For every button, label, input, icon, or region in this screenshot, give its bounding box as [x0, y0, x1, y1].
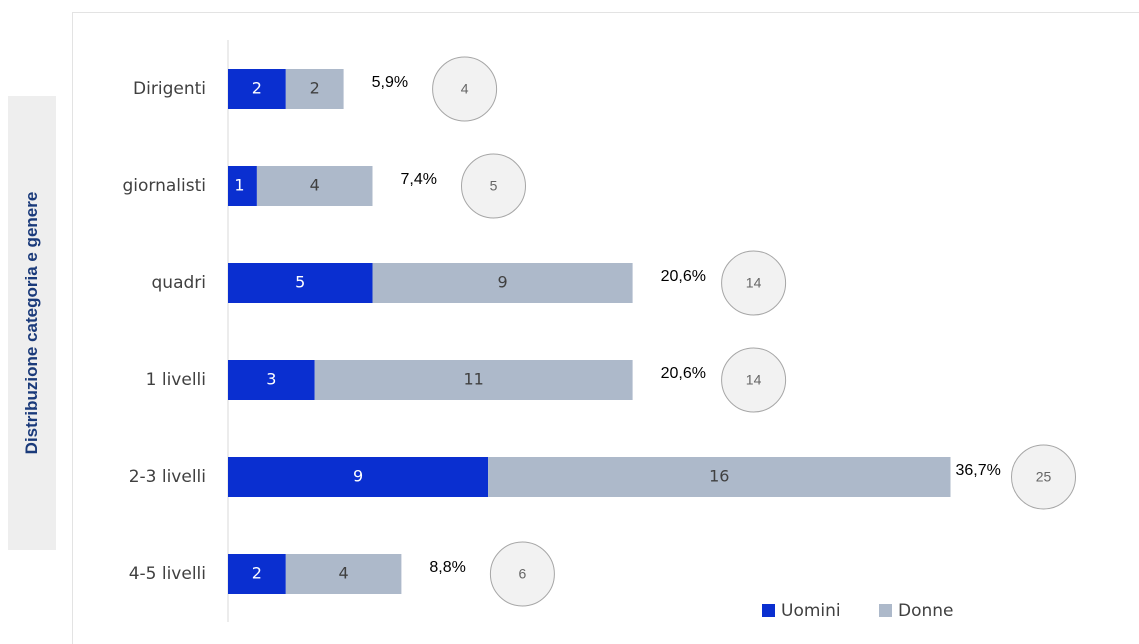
category-label: 4-5 livelli	[129, 564, 206, 584]
bar-uomini	[228, 263, 373, 303]
percent-label: 20,6%	[661, 365, 706, 382]
total-circle	[461, 153, 526, 219]
total-label: 4	[461, 81, 469, 97]
bar-donne	[285, 554, 402, 594]
category-label: 2-3 livelli	[129, 467, 206, 487]
bar-uomini	[228, 554, 286, 594]
bar-uomini	[228, 457, 489, 497]
bar-uomini-value: 3	[266, 370, 276, 389]
legend-label-donne: Donne	[898, 601, 954, 621]
total-label: 14	[746, 372, 762, 388]
percent-label: 8,8%	[429, 559, 465, 576]
total-label: 6	[519, 566, 527, 582]
bar-uomini-value: 1	[234, 176, 244, 195]
bar-donne	[314, 360, 633, 400]
total-circle	[432, 56, 498, 122]
bar-uomini	[228, 360, 315, 400]
percent-label: 36,7%	[956, 462, 1001, 479]
legend-label-uomini: Uomini	[781, 601, 841, 621]
bar-donne-value: 4	[310, 176, 320, 195]
bar-donne-value: 16	[709, 467, 729, 486]
total-label: 25	[1036, 469, 1052, 485]
bar-uomini-value: 5	[295, 273, 305, 292]
chart-frame	[72, 12, 1139, 644]
category-label: 1 livelli	[146, 370, 206, 390]
total-circle	[489, 541, 555, 607]
bar-donne	[372, 263, 633, 303]
bar-uomini-value: 2	[252, 564, 262, 583]
side-label-panel	[8, 96, 56, 550]
total-label: 5	[490, 178, 498, 194]
category-label: Dirigenti	[133, 79, 206, 99]
percent-label: 7,4%	[401, 171, 437, 188]
total-circle	[721, 250, 787, 316]
percent-label: 20,6%	[661, 268, 706, 285]
legend-swatch-uomini	[762, 604, 775, 617]
total-label: 14	[746, 275, 762, 291]
total-circle	[721, 347, 787, 413]
bar-donne-value: 9	[497, 273, 507, 292]
category-label: giornalisti	[123, 176, 207, 196]
total-circle	[1011, 444, 1076, 510]
bar-donne	[285, 69, 344, 109]
bar-uomini	[228, 69, 286, 109]
bar-uomini-value: 9	[353, 467, 363, 486]
bar-donne	[488, 457, 951, 497]
bar-donne-value: 11	[463, 370, 483, 389]
bar-uomini-value: 2	[252, 79, 262, 98]
percent-label: 5,9%	[372, 74, 408, 91]
bar-donne	[256, 166, 373, 206]
bar-donne-value: 4	[339, 564, 349, 583]
category-label: quadri	[152, 273, 207, 293]
bar-uomini	[228, 166, 257, 206]
legend-swatch-donne	[879, 604, 892, 617]
bar-donne-value: 2	[310, 79, 320, 98]
